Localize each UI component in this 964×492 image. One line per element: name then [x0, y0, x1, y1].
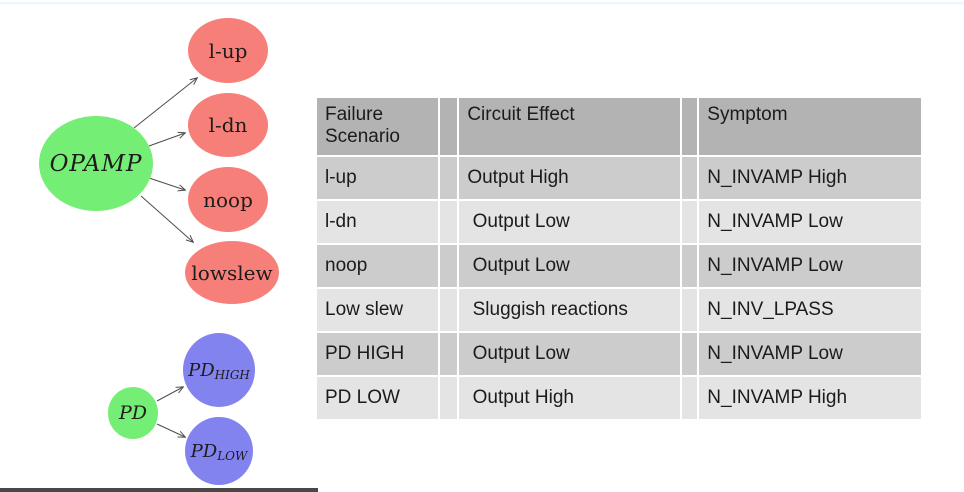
- node-pd-high: PDHIGH: [183, 333, 255, 407]
- node-pd-label: PD: [118, 402, 148, 424]
- node-l-up-label: l-up: [208, 38, 248, 63]
- failure-scenario-cell: Low slew: [314, 287, 441, 333]
- node-pd: PD: [108, 387, 158, 439]
- table-header-row: Failure Scenario Circuit Effect Symptom: [314, 96, 923, 157]
- symptom-cell: N_INV_LPASS: [697, 287, 923, 333]
- failure-scenario-table: Failure Scenario Circuit Effect Symptom …: [314, 96, 923, 421]
- node-pd-low-label: PDLOW: [190, 440, 248, 463]
- circuit-effect-cell: Output High: [457, 155, 682, 201]
- node-noop-label: noop: [203, 187, 253, 212]
- table-row: noop Output Low N_INVAMP Low: [314, 243, 923, 289]
- header-symptom: Symptom: [697, 96, 923, 157]
- edge-pd-pdlow: [156, 423, 185, 437]
- header-spacer-cell: [437, 96, 460, 157]
- circuit-effect-cell: Sluggish reactions: [457, 287, 682, 333]
- table-row: PD LOW Output High N_INVAMP High: [314, 375, 923, 421]
- node-opamp-label: OPAMP: [49, 150, 143, 177]
- spacer-cell: [679, 155, 700, 201]
- node-l-dn-label: l-dn: [208, 113, 248, 137]
- spacer-cell: [437, 199, 460, 245]
- header-spacer-cell: [679, 96, 700, 157]
- spacer-cell: [437, 331, 460, 377]
- circuit-effect-cell: Output Low: [457, 199, 682, 245]
- spacer-cell: [679, 331, 700, 377]
- node-opamp: OPAMP: [39, 116, 153, 211]
- spacer-cell: [437, 243, 460, 289]
- node-pd-high-subscript: HIGH: [214, 367, 250, 382]
- symptom-cell: N_INVAMP Low: [697, 331, 923, 377]
- node-pd-low-subscript: LOW: [217, 448, 248, 463]
- symptom-cell: N_INVAMP High: [697, 375, 923, 421]
- table-row: l-up Output High N_INVAMP High: [314, 155, 923, 201]
- spacer-cell: [437, 375, 460, 421]
- failure-scenario-cell: PD LOW: [314, 375, 441, 421]
- failure-scenario-cell: noop: [314, 243, 441, 289]
- circuit-effect-cell: Output Low: [457, 243, 682, 289]
- node-pd-low: PDLOW: [185, 417, 253, 485]
- circuit-effect-cell: Output High: [457, 375, 682, 421]
- failure-scenario-cell: PD HIGH: [314, 331, 441, 377]
- spacer-cell: [679, 375, 700, 421]
- edge-opamp-ldn: [148, 133, 185, 147]
- symptom-cell: N_INVAMP High: [697, 155, 923, 201]
- node-lowslew-label: lowslew: [191, 260, 273, 285]
- node-pd-high-label: PDHIGH: [188, 359, 250, 382]
- symptom-cell: N_INVAMP Low: [697, 199, 923, 245]
- bottom-left-edge-bar: [0, 488, 318, 492]
- table-row: Low slew Sluggish reactions N_INV_LPASS: [314, 287, 923, 333]
- symptom-cell: N_INVAMP Low: [697, 243, 923, 289]
- node-l-dn: l-dn: [188, 93, 268, 157]
- spacer-cell: [437, 155, 460, 201]
- header-circuit-effect: Circuit Effect: [457, 96, 682, 157]
- diagram-edges-layer: [133, 0, 315, 492]
- header-failure-scenario: Failure Scenario: [314, 96, 441, 157]
- top-edge-hairline: [0, 2, 964, 5]
- node-lowslew: lowslew: [185, 241, 279, 304]
- spacer-cell: [679, 243, 700, 289]
- spacer-cell: [679, 199, 700, 245]
- failure-scenario-cell: l-dn: [314, 199, 441, 245]
- node-noop: noop: [188, 167, 268, 232]
- spacer-cell: [679, 287, 700, 333]
- failure-scenario-cell: l-up: [314, 155, 441, 201]
- node-l-up: l-up: [188, 18, 268, 83]
- circuit-effect-cell: Output Low: [457, 331, 682, 377]
- edge-pd-pdhigh: [156, 387, 183, 402]
- spacer-cell: [437, 287, 460, 333]
- table-row: l-dn Output Low N_INVAMP Low: [314, 199, 923, 245]
- edge-opamp-noop: [148, 177, 185, 190]
- table-row: PD HIGH Output Low N_INVAMP Low: [314, 331, 923, 377]
- edge-opamp-lowslew: [140, 195, 193, 242]
